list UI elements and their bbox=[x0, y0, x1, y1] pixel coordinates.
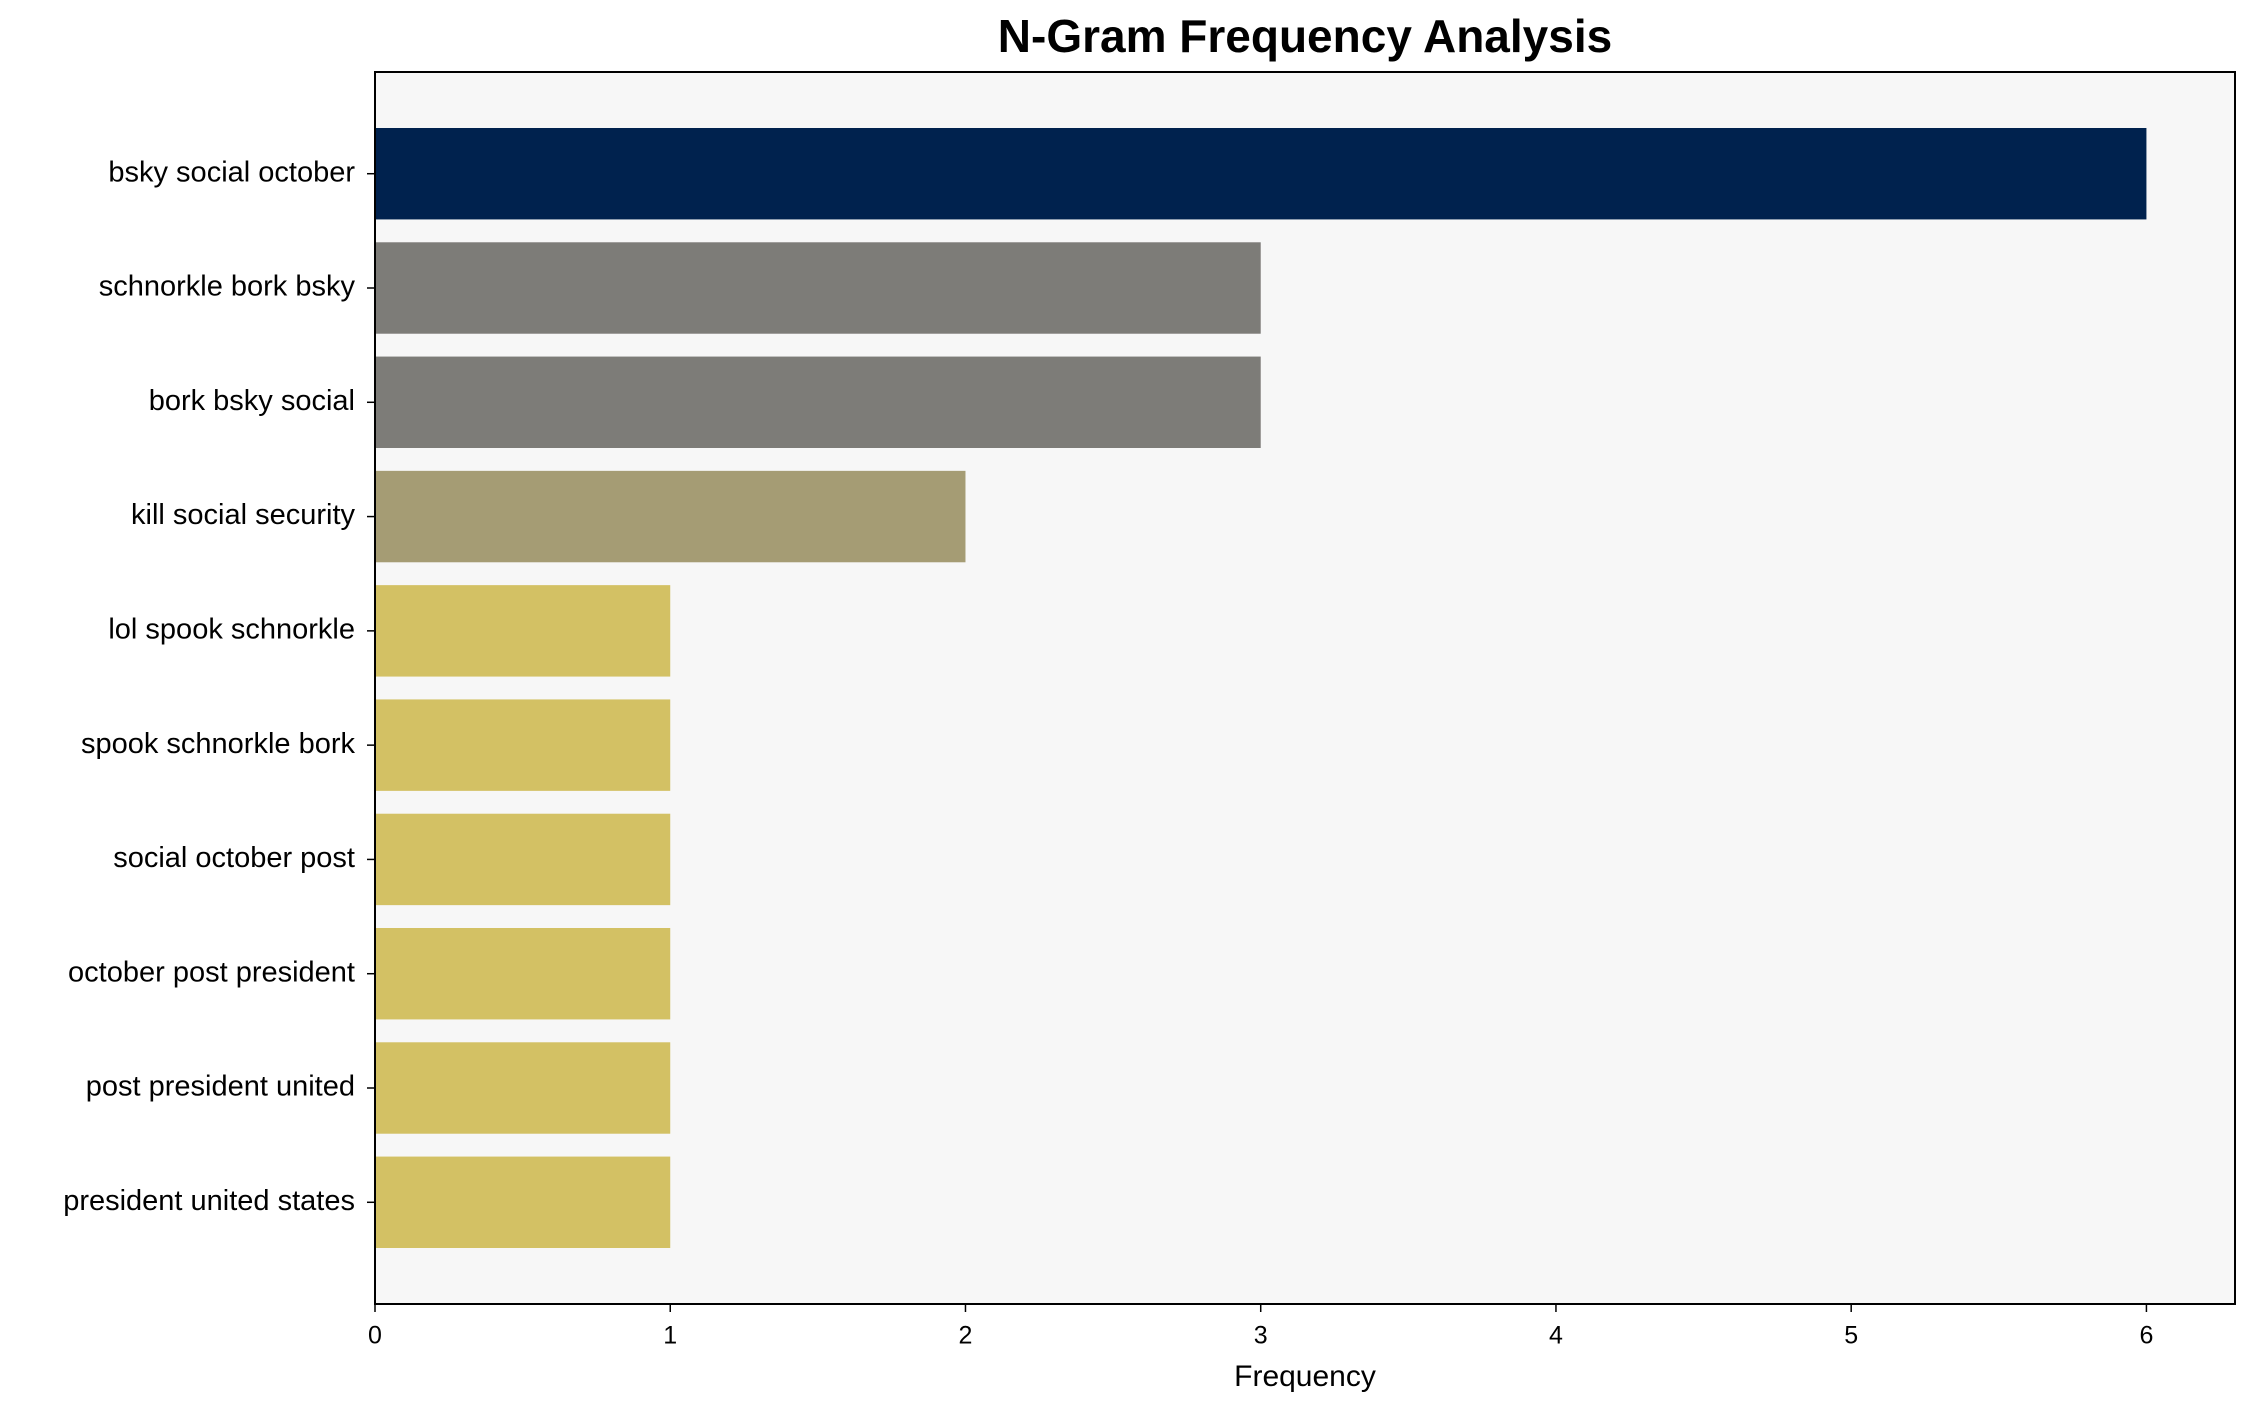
bar bbox=[375, 470, 966, 563]
bar bbox=[375, 356, 1261, 448]
bar bbox=[375, 928, 671, 1020]
bar bbox=[375, 699, 671, 791]
plot-frame bbox=[374, 71, 2236, 1305]
x-tick-label: 5 bbox=[1844, 1322, 1858, 1350]
y-tick-label: kill social security bbox=[131, 499, 355, 531]
bar bbox=[375, 585, 671, 677]
y-tick-label: bork bsky social bbox=[149, 385, 355, 417]
x-tick-label: 1 bbox=[663, 1322, 677, 1350]
bar bbox=[375, 1042, 671, 1134]
y-tick-label: president united states bbox=[63, 1185, 355, 1217]
x-axis-label: Frequency bbox=[1234, 1360, 1376, 1393]
y-tick-label: social october post bbox=[113, 842, 355, 874]
x-tick-label: 0 bbox=[368, 1322, 382, 1350]
x-tick-label: 2 bbox=[959, 1322, 973, 1350]
y-tick-label: schnorkle bork bsky bbox=[99, 271, 356, 303]
x-tick-label: 6 bbox=[2139, 1322, 2153, 1350]
bar bbox=[375, 813, 671, 906]
bar bbox=[375, 128, 2147, 220]
y-tick-label: october post president bbox=[68, 956, 355, 988]
x-tick-label: 4 bbox=[1549, 1322, 1563, 1350]
y-tick-label: bsky social october bbox=[108, 156, 355, 188]
x-tick-label: 3 bbox=[1254, 1322, 1268, 1350]
bar bbox=[375, 1156, 671, 1248]
chart-title: N-Gram Frequency Analysis bbox=[998, 10, 1612, 62]
y-tick-label: post president united bbox=[86, 1071, 355, 1103]
bar bbox=[375, 242, 1261, 334]
y-tick-label: spook schnorkle bork bbox=[81, 728, 356, 760]
y-tick-label: lol spook schnorkle bbox=[108, 614, 355, 646]
